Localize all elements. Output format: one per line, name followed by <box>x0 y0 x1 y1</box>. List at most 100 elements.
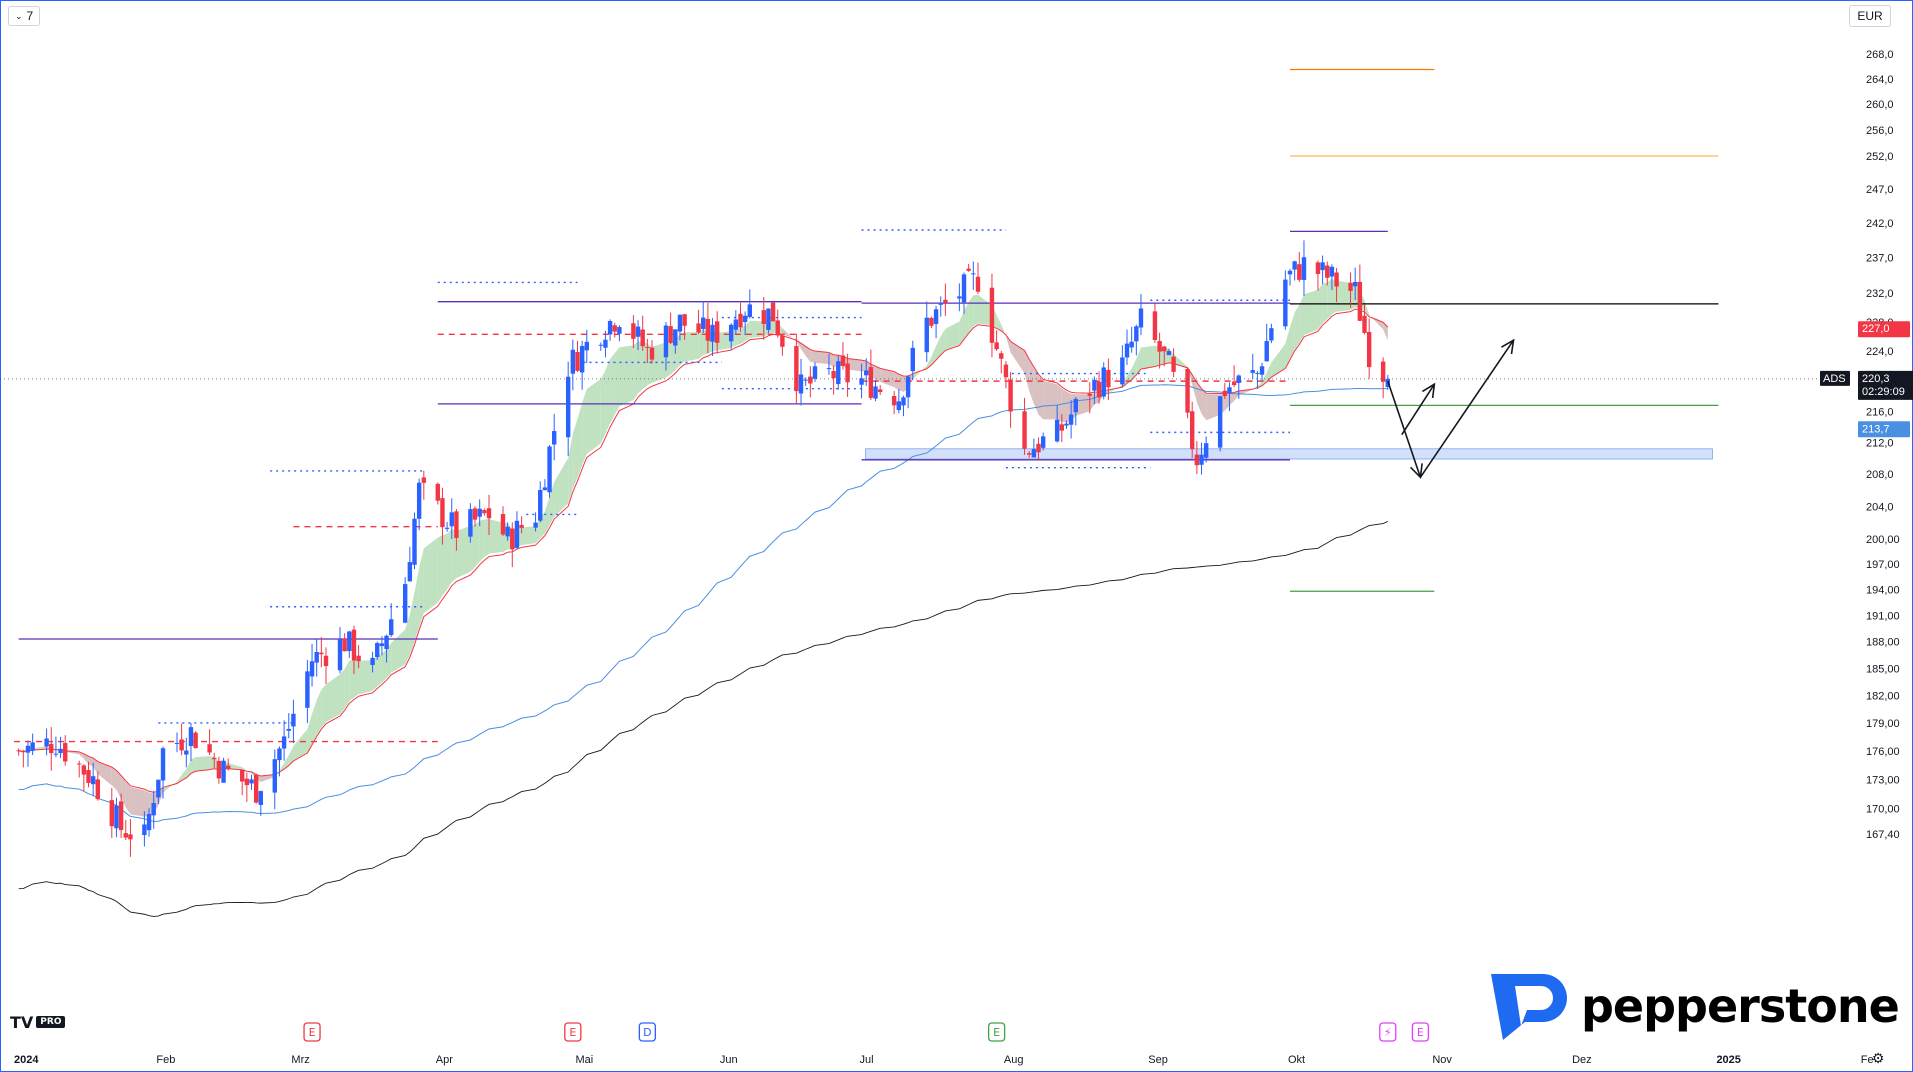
candle-body <box>1068 414 1074 425</box>
candle <box>831 365 836 395</box>
ema-cloud-bull <box>977 294 992 326</box>
candle-body <box>924 317 929 353</box>
ema-cloud-bull <box>568 433 573 504</box>
candle <box>244 772 250 802</box>
candle-body <box>808 376 813 384</box>
candle-body <box>598 344 603 346</box>
candle <box>156 779 161 804</box>
candle <box>1329 264 1335 291</box>
candle <box>738 302 743 332</box>
candle-body <box>53 753 59 755</box>
ema-cloud-bear <box>796 339 802 350</box>
candle-body <box>766 308 771 330</box>
candle-body <box>607 321 613 335</box>
candle-body <box>1073 398 1078 413</box>
candle <box>314 638 319 677</box>
candle <box>109 788 114 838</box>
y-tick-label: 179,00 <box>1866 718 1900 730</box>
candle <box>449 498 454 539</box>
candle <box>1087 382 1092 414</box>
candle <box>877 385 883 396</box>
ema-cloud-bull <box>940 328 946 355</box>
candle <box>1255 371 1260 390</box>
candle-body <box>812 366 818 379</box>
ema-cloud-bear <box>1369 314 1384 330</box>
candle-body <box>565 376 571 438</box>
ema-cloud-bull <box>475 521 480 567</box>
chevron-down-icon: ⌄ <box>15 11 23 21</box>
candle-body <box>668 326 673 343</box>
x-tick-label: Fe <box>1861 1054 1874 1066</box>
candle <box>836 355 841 390</box>
candle <box>319 636 324 668</box>
candle <box>1162 345 1167 367</box>
candle-body <box>1059 424 1065 431</box>
candle-body <box>826 368 832 370</box>
currency-selector[interactable]: EUR <box>1849 5 1891 27</box>
candle-body <box>407 562 413 582</box>
projection-arrow <box>1387 380 1422 478</box>
ema-cloud-bear <box>1224 393 1230 411</box>
candle <box>440 487 445 545</box>
candle-body <box>1054 419 1060 442</box>
candle-body <box>128 834 133 840</box>
candle-body <box>1231 381 1237 386</box>
candle-body <box>1138 308 1144 328</box>
ema-cloud-bear <box>1234 391 1239 401</box>
candle <box>1236 374 1241 399</box>
candle-body <box>500 514 506 535</box>
candle-body <box>1124 343 1130 358</box>
sma-price-tag-text: 213,7 <box>1862 423 1890 435</box>
candle-body <box>929 317 934 326</box>
candle <box>454 509 459 551</box>
candle-body <box>226 765 231 769</box>
candle-body <box>933 309 939 324</box>
candle <box>1027 451 1032 458</box>
ema-cloud-bull <box>414 567 420 643</box>
candle-body <box>416 482 422 519</box>
ema-cloud-bull <box>740 325 746 344</box>
ema-cloud-bull <box>745 320 750 342</box>
ema-cloud-bull <box>521 526 536 546</box>
candle-body <box>570 349 576 374</box>
ema-cloud-bear <box>88 756 94 767</box>
candle <box>673 329 678 354</box>
event-marker: E <box>564 1022 582 1042</box>
candle <box>1352 267 1358 301</box>
tradingview-wordmark: TV <box>10 1012 34 1032</box>
candle-body <box>1003 364 1009 378</box>
ema-cloud-bull <box>973 294 978 327</box>
y-tick-label: 216,0 <box>1866 407 1894 419</box>
candle <box>1217 395 1223 452</box>
candle <box>188 723 194 762</box>
ema-cloud-bull <box>642 342 648 390</box>
candle <box>305 660 310 724</box>
candle-body <box>701 317 706 329</box>
ema-cloud-bull <box>931 345 937 365</box>
ema-cloud-bull <box>1322 282 1328 324</box>
ema-cloud-bull <box>1122 375 1128 388</box>
candle <box>1138 293 1144 336</box>
ema-cloud-bull <box>339 669 345 715</box>
ema-cloud-bull <box>1290 312 1295 359</box>
y-tick-label: 237,0 <box>1866 253 1894 265</box>
candle <box>1008 371 1013 428</box>
candle-body <box>877 389 883 393</box>
ema-cloud-bull <box>1127 368 1132 384</box>
candle-body <box>538 490 543 521</box>
gear-icon[interactable]: ⚙ <box>1871 1050 1885 1066</box>
candle <box>579 340 585 390</box>
candle-body <box>142 824 147 836</box>
x-tick-label: Jul <box>860 1054 874 1066</box>
ema-cloud-bull <box>996 314 1002 331</box>
candle-body <box>239 769 245 782</box>
candle-body <box>1236 375 1241 383</box>
interval-selector[interactable]: ⌄ 7 <box>8 6 41 26</box>
y-tick-label: 200,00 <box>1866 534 1900 546</box>
ema-cloud-bear <box>83 753 89 765</box>
candle <box>379 636 385 656</box>
candle <box>1194 440 1200 475</box>
candle-body <box>258 791 264 805</box>
ema-cloud-bear <box>1201 389 1207 421</box>
